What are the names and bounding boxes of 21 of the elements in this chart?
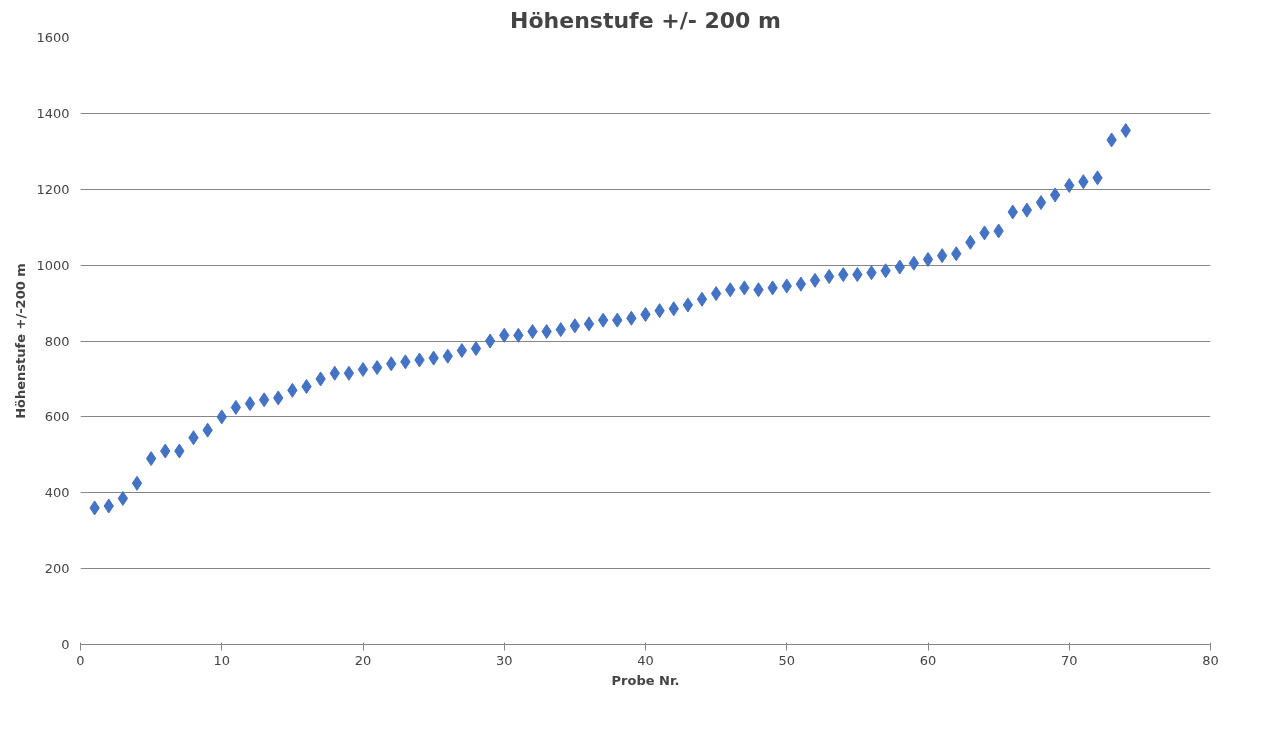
y-axis-title: Höhenstufe +/-200 m	[13, 263, 29, 419]
y-tick-label: 600	[44, 409, 70, 425]
x-tick-label: 60	[919, 652, 937, 668]
x-tick-label: 40	[637, 652, 654, 668]
x-tick-label: 50	[778, 652, 796, 668]
x-tick-label: 10	[213, 652, 231, 668]
x-tick-label: 70	[1060, 652, 1078, 668]
y-tick-label: 1200	[36, 181, 70, 197]
x-tick-label: 20	[354, 652, 372, 668]
x-tick-label: 30	[495, 652, 513, 668]
y-tick-label: 0	[61, 637, 70, 652]
x-tick-label: 0	[76, 652, 85, 668]
y-tick-label: 1600	[36, 30, 70, 45]
x-axis-title: Probe Nr.	[611, 672, 680, 688]
y-tick-label: 200	[44, 561, 70, 577]
y-tick-label: 1000	[36, 257, 70, 273]
y-tick-label: 800	[44, 333, 70, 349]
y-tick-label: 400	[44, 485, 70, 501]
x-tick-label: 80	[1202, 652, 1219, 668]
chart-title: Höhenstufe +/- 200 m	[510, 7, 781, 33]
y-tick-label: 1400	[36, 105, 70, 121]
